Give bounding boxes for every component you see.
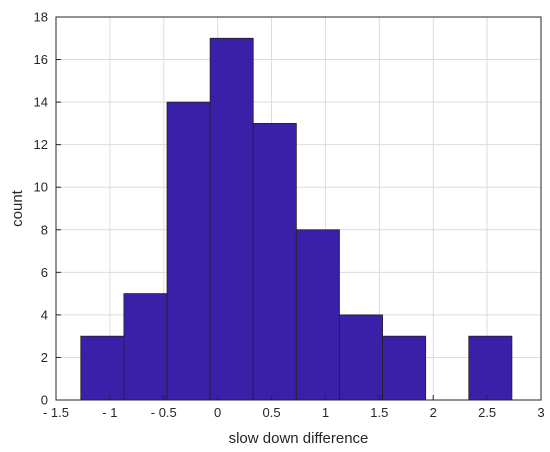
x-tick-label-3: 0: [214, 405, 221, 420]
bar-7: [382, 335, 427, 401]
axis-ticks: [55, 16, 542, 401]
y-tick-label-2: 4: [41, 307, 48, 322]
y-axis-label: count: [9, 189, 26, 227]
bar-9: [468, 335, 513, 401]
y-tick-label-0: 0: [41, 393, 48, 408]
y-tick-label-3: 6: [41, 265, 48, 280]
bar-1: [123, 293, 168, 401]
y-tick-label-1: 2: [41, 350, 48, 365]
y-tick-label-9: 18: [34, 10, 48, 25]
x-tick-label-4: 0.5: [263, 405, 281, 420]
x-tick-label-9: 3: [537, 405, 544, 420]
bar-6: [339, 314, 383, 401]
y-tick-label-8: 16: [34, 52, 48, 67]
x-tick-label-1: - 1: [102, 405, 117, 420]
x-tick-labels: - 1.5 - 1 - 0.5 0 0.5 1 1.5 2 2.5 3: [43, 405, 545, 420]
y-tick-labels: 0 2 4 6 8 10 12 14 16 18: [34, 10, 48, 408]
x-tick-label-0: - 1.5: [43, 405, 69, 420]
x-axis-label: slow down difference: [229, 430, 369, 447]
y-tick-label-7: 14: [34, 95, 48, 110]
bar-2: [166, 101, 211, 401]
y-tick-label-6: 12: [34, 137, 48, 152]
bar-5: [295, 229, 340, 401]
y-tick-label-5: 10: [34, 180, 48, 195]
plot-frame: [55, 16, 542, 401]
histogram-bars: [80, 37, 513, 401]
bar-4: [252, 122, 297, 401]
bar-3: [209, 37, 254, 401]
x-tick-label-7: 2: [430, 405, 437, 420]
x-tick-label-6: 1.5: [370, 405, 388, 420]
x-tick-label-8: 2.5: [478, 405, 496, 420]
y-tick-label-4: 8: [41, 222, 48, 237]
x-tick-label-2: - 0.5: [151, 405, 177, 420]
bar-0: [80, 335, 125, 401]
x-tick-label-5: 1: [322, 405, 329, 420]
